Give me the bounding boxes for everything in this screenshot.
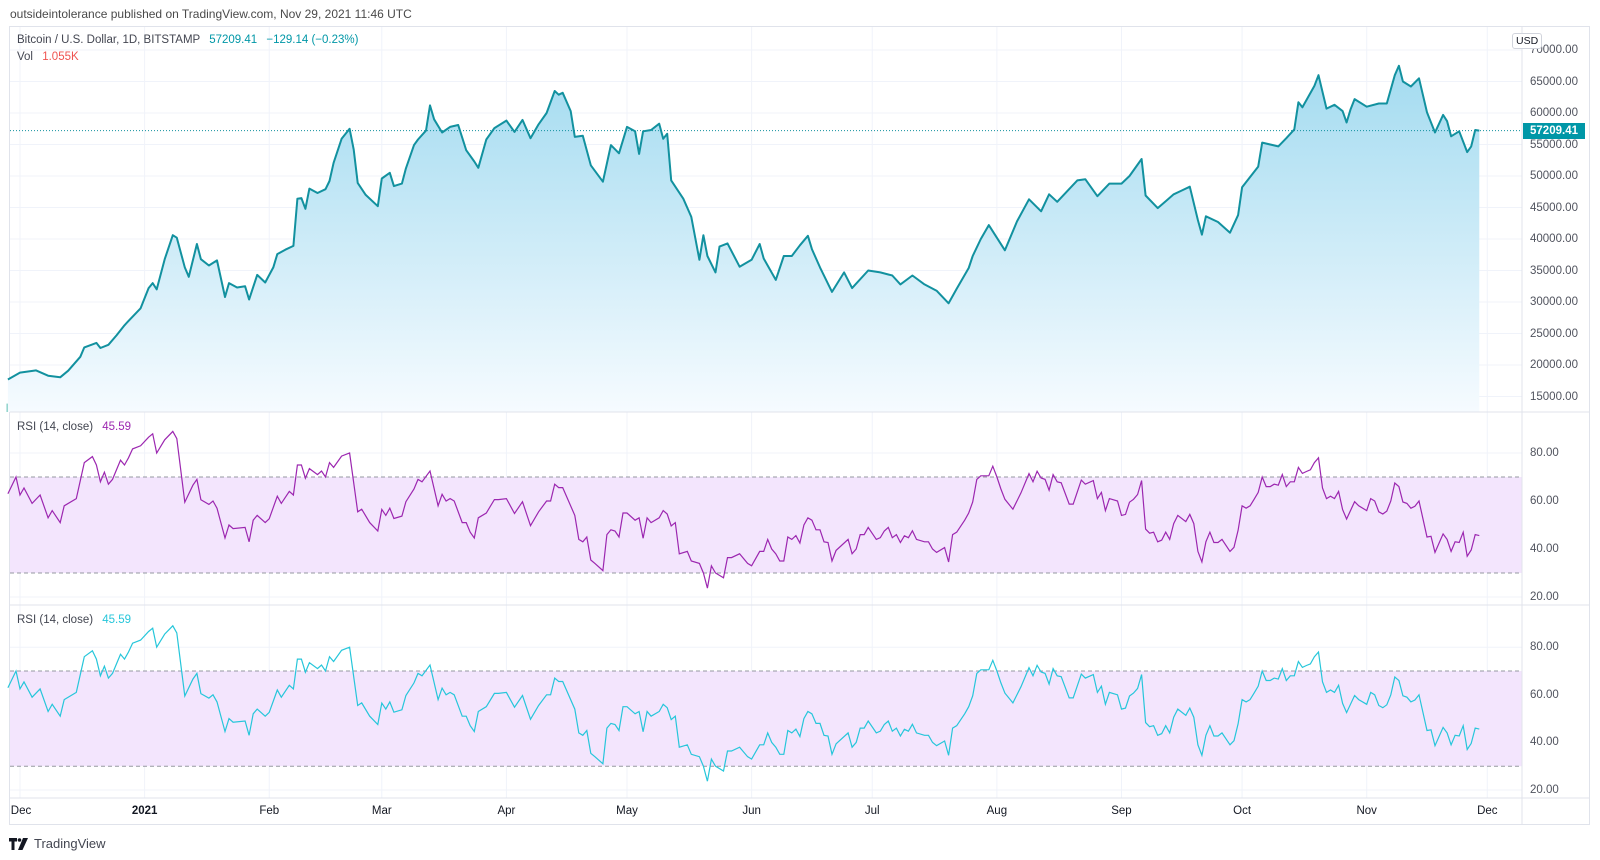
rsi-axis-label: 80.00 bbox=[1530, 447, 1559, 459]
price-axis-label: 70000.00 bbox=[1530, 44, 1578, 56]
rsi-value: 45.59 bbox=[102, 614, 132, 626]
volume-label: Vol bbox=[17, 51, 33, 63]
rsi-value: 45.59 bbox=[102, 421, 132, 433]
tradingview-brand: TradingView bbox=[34, 836, 106, 851]
currency-badge[interactable]: USD bbox=[1512, 33, 1543, 49]
tradingview-logo[interactable]: TradingView bbox=[9, 836, 106, 851]
time-axis-label: Dec bbox=[10, 805, 32, 817]
time-axis-label: Oct bbox=[1233, 805, 1252, 817]
rsi-axis-label: 20.00 bbox=[1530, 784, 1559, 796]
price-axis-label: 25000.00 bbox=[1530, 327, 1578, 340]
pane-separators bbox=[10, 27, 1589, 824]
last-price-value: 57209.41 bbox=[209, 34, 258, 46]
rsi-axis-label: 60.00 bbox=[1530, 688, 1559, 701]
price-axis-label: 40000.00 bbox=[1530, 233, 1578, 245]
time-axis-label: Feb bbox=[259, 805, 280, 817]
price-axis-label: 45000.00 bbox=[1530, 201, 1578, 214]
rsi-band-fill-1 bbox=[10, 477, 1522, 573]
last-price-tag: 57209.41 bbox=[1523, 122, 1585, 139]
chart-frame bbox=[9, 26, 1590, 825]
time-axis-label: May bbox=[616, 805, 638, 817]
price-line bbox=[7, 64, 1480, 381]
rsi-axis-label: 60.00 bbox=[1530, 495, 1559, 507]
time-axis-label: Jul bbox=[864, 805, 880, 817]
time-axis-label: Apr bbox=[497, 805, 516, 817]
symbol-legend[interactable]: Bitcoin / U.S. Dollar, 1D, BITSTAMP 5720… bbox=[17, 34, 358, 46]
price-axis-label: 15000.00 bbox=[1530, 390, 1578, 403]
time-axis-label: Mar bbox=[371, 805, 392, 817]
tradingview-logo-icon bbox=[9, 837, 28, 850]
rsi-legend-2[interactable]: RSI (14, close) 45.59 bbox=[17, 614, 131, 626]
price-axis-label: 20000.00 bbox=[1530, 359, 1578, 371]
volume-legend[interactable]: Vol 1.055K bbox=[17, 51, 79, 63]
rsi-axis-label: 80.00 bbox=[1530, 641, 1559, 654]
time-axis-label: Sep bbox=[1111, 805, 1132, 817]
price-axis-label: 65000.00 bbox=[1530, 75, 1578, 88]
price-axis-label: 35000.00 bbox=[1530, 264, 1578, 277]
time-axis-label: Aug bbox=[986, 805, 1008, 817]
rsi-band-fill-2 bbox=[10, 671, 1522, 767]
time-axis-label: Dec bbox=[1477, 805, 1498, 817]
price-axis-label: 55000.00 bbox=[1530, 138, 1578, 151]
time-axis-label: Jun bbox=[742, 805, 761, 817]
time-axis-label: Nov bbox=[1356, 805, 1377, 817]
rsi-axis-label: 40.00 bbox=[1530, 543, 1559, 555]
rsi-line-pane-2 bbox=[7, 624, 1480, 782]
price-change-value: −129.14 (−0.23%) bbox=[266, 34, 359, 46]
rsi-axis-label: 20.00 bbox=[1530, 591, 1559, 603]
rsi-legend-1[interactable]: RSI (14, close) 45.59 bbox=[17, 421, 131, 433]
publish-info: outsideintolerance published on TradingV… bbox=[10, 7, 412, 21]
rsi-label: RSI (14, close) bbox=[17, 614, 94, 626]
rsi-label: RSI (14, close) bbox=[17, 421, 94, 433]
price-axis-label: 50000.00 bbox=[1530, 170, 1578, 182]
volume-value: 1.055K bbox=[42, 51, 79, 63]
price-area bbox=[7, 65, 1480, 413]
rsi-bands bbox=[10, 476, 1522, 767]
rsi-axis-label: 40.00 bbox=[1530, 736, 1559, 749]
price-axis-label: 60000.00 bbox=[1530, 107, 1578, 119]
rsi-line-pane-1 bbox=[7, 430, 1480, 589]
symbol-title: Bitcoin / U.S. Dollar, 1D, BITSTAMP bbox=[17, 34, 200, 46]
price-axis-label: 30000.00 bbox=[1530, 296, 1578, 308]
time-axis-label: 2021 bbox=[131, 805, 158, 817]
